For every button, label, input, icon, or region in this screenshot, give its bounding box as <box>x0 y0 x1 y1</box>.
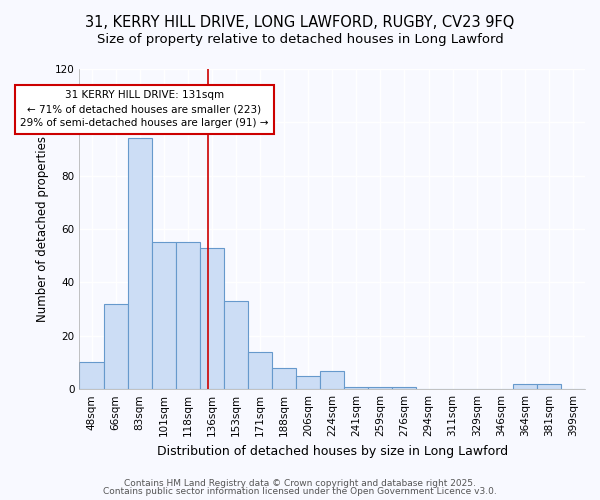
Text: Contains public sector information licensed under the Open Government Licence v3: Contains public sector information licen… <box>103 487 497 496</box>
Text: Size of property relative to detached houses in Long Lawford: Size of property relative to detached ho… <box>97 32 503 46</box>
X-axis label: Distribution of detached houses by size in Long Lawford: Distribution of detached houses by size … <box>157 444 508 458</box>
Bar <box>320 370 344 389</box>
Text: 31 KERRY HILL DRIVE: 131sqm
← 71% of detached houses are smaller (223)
29% of se: 31 KERRY HILL DRIVE: 131sqm ← 71% of det… <box>20 90 269 128</box>
Bar <box>176 242 200 389</box>
Bar <box>200 248 224 389</box>
Bar <box>248 352 272 389</box>
Bar <box>368 386 392 389</box>
Bar <box>128 138 152 389</box>
Bar <box>392 386 416 389</box>
Text: 31, KERRY HILL DRIVE, LONG LAWFORD, RUGBY, CV23 9FQ: 31, KERRY HILL DRIVE, LONG LAWFORD, RUGB… <box>85 15 515 30</box>
Bar <box>513 384 537 389</box>
Bar <box>104 304 128 389</box>
Y-axis label: Number of detached properties: Number of detached properties <box>36 136 49 322</box>
Bar <box>537 384 561 389</box>
Bar <box>224 301 248 389</box>
Bar <box>296 376 320 389</box>
Bar <box>272 368 296 389</box>
Bar <box>152 242 176 389</box>
Text: Contains HM Land Registry data © Crown copyright and database right 2025.: Contains HM Land Registry data © Crown c… <box>124 478 476 488</box>
Bar <box>344 386 368 389</box>
Bar <box>79 362 104 389</box>
